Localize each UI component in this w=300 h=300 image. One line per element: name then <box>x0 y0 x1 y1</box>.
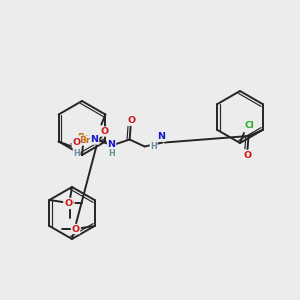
Text: N: N <box>158 132 166 141</box>
Text: O: O <box>100 127 108 136</box>
Text: H: H <box>150 142 157 151</box>
Text: O: O <box>64 199 73 208</box>
Text: O: O <box>244 152 252 160</box>
Text: H: H <box>108 149 115 158</box>
Text: N: N <box>108 140 116 149</box>
Text: O: O <box>66 200 74 208</box>
Text: Br: Br <box>79 136 90 145</box>
Text: Br: Br <box>77 134 89 142</box>
Text: H: H <box>73 149 80 158</box>
Text: O: O <box>71 224 80 233</box>
Text: O: O <box>72 138 80 147</box>
Text: Cl: Cl <box>244 122 254 130</box>
Text: O: O <box>128 116 136 125</box>
Text: N: N <box>91 135 99 144</box>
